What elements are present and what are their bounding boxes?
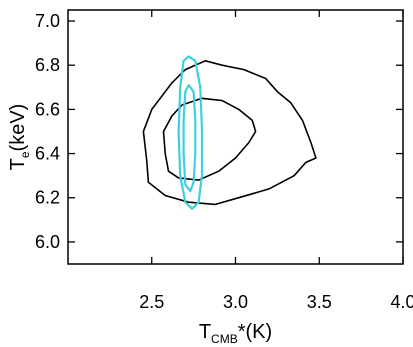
x-axis-label-suffix: *(K) <box>238 321 272 343</box>
y-tick-label: 6.8 <box>35 55 60 75</box>
y-tick-label: 6.4 <box>35 144 60 164</box>
x-axis-label: TCMB*(K) <box>199 321 272 346</box>
x-axis-label-sub: CMB <box>211 332 238 346</box>
black-contour-line-1 <box>142 60 317 206</box>
plot-area <box>142 55 317 210</box>
x-tick-label: 4.0 <box>390 292 413 312</box>
y-axis-label-sub: e <box>18 151 32 158</box>
y-axis: 6.0 6.2 6.4 6.6 6.8 7.0 <box>35 11 403 252</box>
y-axis-label-main: T <box>7 158 29 170</box>
y-tick-label: 6.0 <box>35 232 60 252</box>
y-tick-label: 7.0 <box>35 11 60 31</box>
y-axis-label-suffix: (keV) <box>7 104 29 152</box>
x-tick-label: 2.5 <box>139 292 164 312</box>
y-tick-label: 6.6 <box>35 99 60 119</box>
plot-frame <box>67 9 404 265</box>
x-axis-label-main: T <box>199 321 211 343</box>
x-tick-label: 3.5 <box>307 292 332 312</box>
y-tick-label: 6.2 <box>35 188 60 208</box>
cyan-contour-line-4 <box>182 84 197 193</box>
x-tick-label: 3.0 <box>223 292 248 312</box>
black-contour-line-2 <box>162 97 257 181</box>
y-axis-label: Te(keV) <box>7 104 32 171</box>
cyan-contour-line-3 <box>177 55 204 210</box>
